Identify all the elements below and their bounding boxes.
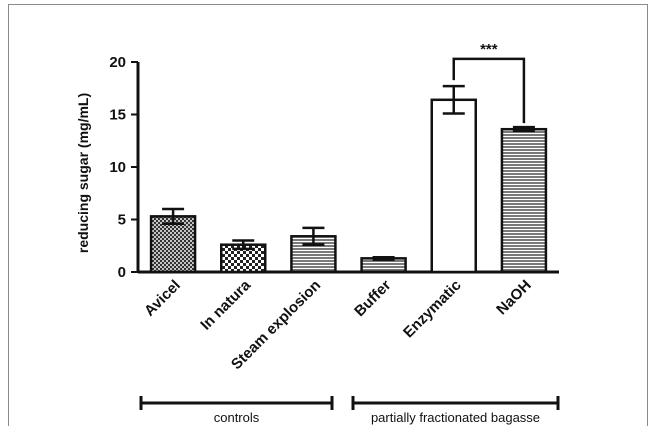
bars — [149, 98, 548, 274]
axes — [136, 62, 559, 274]
significance-bracket: *** — [452, 41, 526, 124]
group-brackets: controls partially fractionated bagasse — [139, 396, 560, 425]
chart-frame: 0 5 10 15 20 reducing sugar (mg/mL) Avicel In… — [8, 4, 648, 426]
significance-label: *** — [480, 41, 498, 58]
y-tick-label: 20 — [109, 54, 126, 71]
category-label: Buffer — [351, 277, 394, 320]
y-tick-label: 0 — [118, 264, 126, 281]
y-ticks: 0 5 10 15 20 — [109, 54, 138, 281]
y-tick-label: 10 — [109, 159, 126, 176]
category-label: Avicel — [141, 277, 184, 320]
y-tick-label: 5 — [118, 212, 126, 229]
significance-line — [452, 57, 526, 124]
category-label: In natura — [197, 276, 254, 333]
bar — [430, 98, 477, 274]
group-label: controls — [214, 410, 260, 425]
bar — [500, 127, 548, 274]
category-label: Enzymatic — [400, 277, 464, 341]
error-bars — [162, 84, 535, 261]
category-label: NaOH — [493, 277, 534, 318]
y-tick-label: 15 — [109, 107, 126, 124]
group-label: partially fractionated bagasse — [371, 410, 540, 425]
y-axis-title: reducing sugar (mg/mL) — [75, 93, 91, 253]
bar — [149, 215, 197, 274]
bar-chart: 0 5 10 15 20 reducing sugar (mg/mL) Avicel In… — [75, 41, 560, 425]
